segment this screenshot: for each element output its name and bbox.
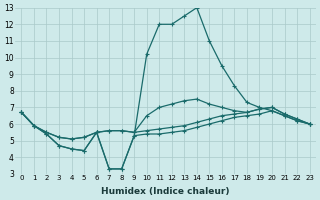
- X-axis label: Humidex (Indice chaleur): Humidex (Indice chaleur): [101, 187, 230, 196]
